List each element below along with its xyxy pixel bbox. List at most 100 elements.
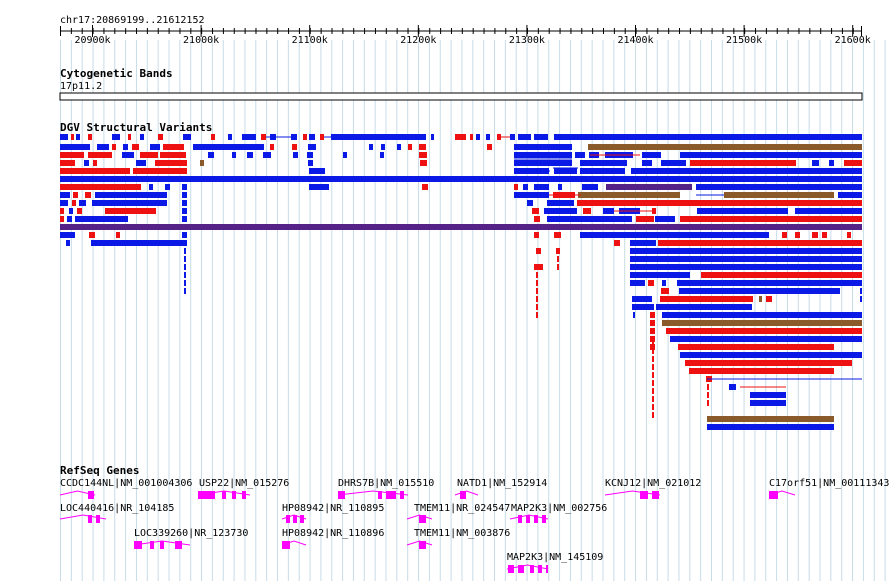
variant-bar[interactable] [547,200,574,206]
variant-bar[interactable] [630,256,862,262]
variant-bar[interactable] [661,288,669,294]
variant-bar[interactable] [309,134,315,140]
variant-bar[interactable] [860,296,862,302]
variant-bar[interactable] [408,144,412,150]
variant-bar[interactable] [514,168,549,174]
variant-bar[interactable] [211,134,215,140]
variant-bar[interactable] [184,248,186,254]
variant-bar[interactable] [536,312,538,318]
variant-bar[interactable] [497,134,501,140]
variant-bar[interactable] [523,184,528,190]
variant-bar[interactable] [228,134,232,140]
variant-bar[interactable] [112,144,116,150]
variant-bar[interactable] [182,200,187,206]
variant-bar[interactable] [829,160,834,166]
gene-label[interactable]: CCDC144NL|NM_001004306 [60,478,193,489]
variant-bar[interactable] [92,200,167,206]
gene-label[interactable]: USP22|NM_015276 [199,478,290,489]
variant-bar[interactable] [630,264,862,270]
variant-bar[interactable] [724,192,834,198]
gene-label[interactable]: HP08942|NR_110895 [282,503,385,514]
variant-bar[interactable] [308,160,313,166]
variant-bar[interactable] [242,134,256,140]
variant-bar[interactable] [93,160,97,166]
variant-bar[interactable] [309,168,325,174]
variant-bar[interactable] [136,160,146,166]
variant-bar[interactable] [661,160,686,166]
variant-bar[interactable] [518,134,531,140]
variant-bar[interactable] [261,134,266,140]
variant-bar[interactable] [122,152,134,158]
variant-bar[interactable] [707,384,709,390]
variant-bar[interactable] [658,240,862,246]
variant-bar[interactable] [532,208,539,214]
variant-bar[interactable] [766,296,772,302]
variant-bar[interactable] [544,208,577,214]
variant-bar[interactable] [662,280,666,286]
variant-bar[interactable] [476,134,480,140]
variant-bar[interactable] [232,152,236,158]
variant-bar[interactable] [91,240,187,246]
variant-bar[interactable] [397,144,401,150]
variant-bar[interactable] [200,160,204,166]
variant-bar[interactable] [343,152,347,158]
dgv-variants[interactable] [0,0,890,460]
variant-bar[interactable] [73,192,78,198]
variant-bar[interactable] [534,264,543,270]
variant-bar[interactable] [729,384,736,390]
variant-bar[interactable] [514,184,518,190]
variant-bar[interactable] [123,144,128,150]
variant-bar[interactable] [331,134,426,140]
variant-bar[interactable] [650,336,655,342]
gene-label[interactable]: C17orf51|NM_00111343 [769,478,890,489]
gene-label[interactable]: TMEM11|NM_003876 [414,528,511,539]
variant-bar[interactable] [707,392,709,398]
variant-bar[interactable] [88,134,92,140]
variant-bar[interactable] [534,216,540,222]
variant-bar[interactable] [633,304,635,310]
variant-bar[interactable] [303,134,307,140]
variant-bar[interactable] [69,208,73,214]
variant-bar[interactable] [680,216,862,222]
variant-bar[interactable] [633,312,635,318]
variant-bar[interactable] [380,152,384,158]
variant-bar[interactable] [556,248,560,254]
variant-bar[interactable] [208,152,214,158]
gene-label[interactable]: NATD1|NM_152914 [457,478,548,489]
variant-bar[interactable] [381,144,385,150]
variant-bar[interactable] [554,134,862,140]
variant-bar[interactable] [128,134,131,140]
variant-bar[interactable] [293,152,298,158]
variant-bar[interactable] [60,134,68,140]
gene-label[interactable]: LOC440416|NR_104185 [60,503,175,514]
variant-bar[interactable] [701,272,862,278]
variant-bar[interactable] [184,264,186,270]
variant-bar[interactable] [650,328,655,334]
variant-bar[interactable] [158,134,163,140]
variant-bar[interactable] [184,280,186,286]
variant-bar[interactable] [182,232,187,238]
variant-bar[interactable] [690,160,796,166]
variant-bar[interactable] [89,232,95,238]
variant-bar[interactable] [547,216,632,222]
variant-bar[interactable] [588,144,862,150]
variant-bar[interactable] [582,184,598,190]
variant-bar[interactable] [71,134,74,140]
variant-bar[interactable] [656,304,752,310]
variant-bar[interactable] [554,232,561,238]
variant-bar[interactable] [534,184,549,190]
variant-bar[interactable] [184,288,186,294]
gene-label[interactable]: DHRS7B|NM_015510 [338,478,435,489]
variant-bar[interactable] [642,160,652,166]
variant-bar[interactable] [580,168,625,174]
variant-bar[interactable] [759,296,762,302]
variant-bar[interactable] [486,134,490,140]
variant-bar[interactable] [782,232,787,238]
variant-bar[interactable] [630,272,690,278]
variant-bar[interactable] [577,200,862,206]
variant-bar[interactable] [422,184,428,190]
gene-label[interactable]: MAP2K3|NM_145109 [507,552,604,563]
variant-bar[interactable] [149,184,153,190]
variant-bar[interactable] [88,152,112,158]
variant-bar[interactable] [75,216,128,222]
